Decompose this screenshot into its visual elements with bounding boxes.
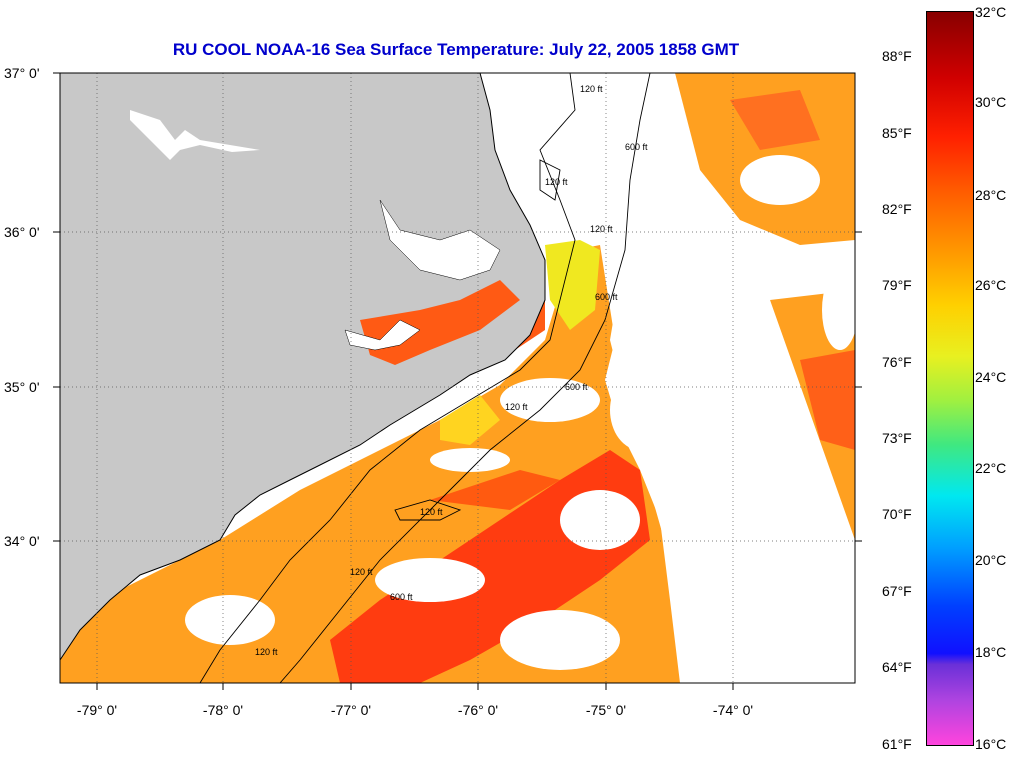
axis-ticks	[53, 72, 862, 690]
lon-label: -77° 0'	[330, 702, 372, 718]
contour-label: 600 ft	[595, 292, 618, 302]
colorbar-c-label: 30°C	[975, 94, 1007, 110]
colorbar-c-label: 32°C	[975, 4, 1007, 20]
contour-label: 120 ft	[505, 402, 528, 412]
lon-label: -76° 0'	[457, 702, 499, 718]
colorbar-f-label: 73°F	[882, 430, 912, 446]
colorbar-f-label: 67°F	[882, 583, 912, 599]
lon-label: -74° 0'	[712, 702, 754, 718]
contour-label: 600 ft	[625, 142, 648, 152]
colorbar-c-label: 28°C	[975, 187, 1007, 203]
map-title: RU COOL NOAA-16 Sea Surface Temperature:…	[172, 40, 740, 59]
contour-label-group: 120 ft 600 ft 120 ft 120 ft 600 ft 120 f…	[255, 84, 648, 657]
colorbar-f-label: 79°F	[882, 277, 912, 293]
colorbar-f-label: 70°F	[882, 506, 912, 522]
colorbar-f-label: 88°F	[882, 48, 912, 64]
contour-label: 120 ft	[255, 647, 278, 657]
colorbar-c-label: 16°C	[975, 736, 1007, 752]
colorbar-f-label: 76°F	[882, 354, 912, 370]
lat-label: 34° 0'	[4, 533, 40, 549]
lon-label: -79° 0'	[76, 702, 118, 718]
contour-label: 120 ft	[580, 84, 603, 94]
contour-label: 120 ft	[420, 507, 443, 517]
contour-label: 120 ft	[590, 224, 613, 234]
temperature-colorbar	[926, 11, 974, 746]
lon-label: -78° 0'	[202, 702, 244, 718]
colorbar-f-label: 64°F	[882, 659, 912, 675]
colorbar-c-label: 26°C	[975, 277, 1007, 293]
lat-label: 36° 0'	[4, 224, 40, 240]
contour-label: 600 ft	[565, 382, 588, 392]
lat-label: 35° 0'	[4, 379, 40, 395]
colorbar-f-label: 85°F	[882, 125, 912, 141]
colorbar-c-label: 20°C	[975, 552, 1007, 568]
map-frame	[59, 72, 856, 684]
contour-label: 120 ft	[350, 567, 373, 577]
graticule	[60, 73, 855, 683]
contour-label: 600 ft	[390, 592, 413, 602]
contour-label: 120 ft	[545, 177, 568, 187]
colorbar-f-label: 82°F	[882, 201, 912, 217]
colorbar-c-label: 22°C	[975, 460, 1007, 476]
colorbar-c-label: 24°C	[975, 369, 1007, 385]
colorbar-f-label: 61°F	[882, 736, 912, 752]
colorbar-c-label: 18°C	[975, 644, 1007, 660]
lat-label: 37° 0'	[4, 65, 40, 81]
bathymetry-contours	[199, 73, 651, 683]
land-mass	[60, 73, 546, 661]
lon-label: -75° 0'	[585, 702, 627, 718]
